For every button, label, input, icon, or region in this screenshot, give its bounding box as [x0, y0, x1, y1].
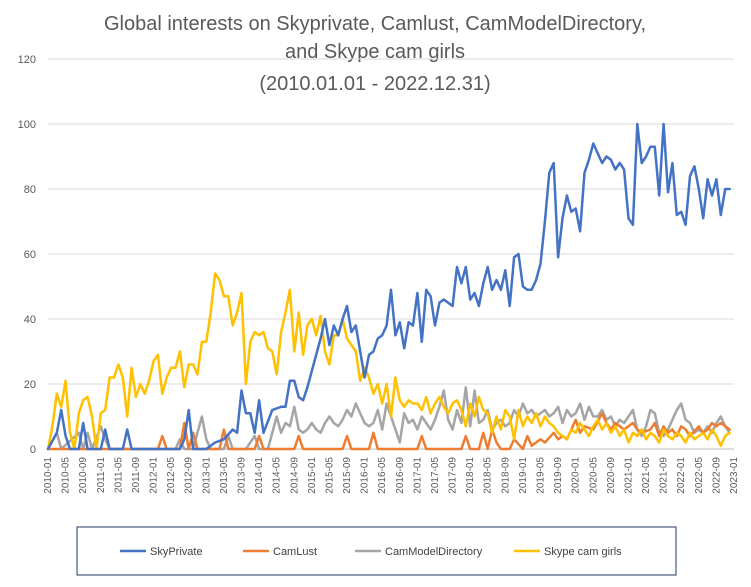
x-tick-label: 2014-05	[272, 457, 283, 494]
x-tick-label: 2022-01	[676, 457, 687, 494]
series-line-camlust	[46, 412, 731, 451]
x-tick-label: 2012-09	[184, 457, 195, 494]
x-tick-label: 2017-05	[430, 457, 441, 494]
legend: SkyPrivate CamLust CamModelDirectory Skype …	[76, 526, 677, 576]
y-tick-label: 100	[18, 119, 36, 131]
y-tick-label: 120	[18, 54, 36, 66]
x-tick-label: 2019-01	[518, 457, 529, 494]
x-tick-label: 2013-05	[219, 457, 230, 494]
x-tick-label: 2015-09	[342, 457, 353, 494]
x-tick-label: 2018-09	[500, 457, 511, 494]
x-tick-label: 2016-09	[395, 457, 406, 494]
x-tick-label: 2010-01	[43, 457, 54, 494]
x-axis: 2010-01 2010-05 2010-09 2011-01 2011-05 2011-…	[43, 448, 740, 494]
y-tick-label: 60	[24, 249, 36, 261]
x-tick-label: 2011-05	[113, 457, 124, 493]
x-tick-label: 2013-09	[236, 457, 247, 494]
chart-title-line-2: and Skype cam girls	[285, 41, 465, 63]
y-tick-label: 80	[24, 184, 36, 196]
x-tick-label: 2010-05	[61, 457, 72, 494]
x-tick-label: 2023-01	[729, 457, 740, 494]
chart-title-line-1: Global interests on Skyprivate, Camlust,…	[104, 13, 646, 35]
legend-label: CamLust	[273, 546, 317, 558]
x-tick-label: 2018-05	[483, 457, 494, 494]
series-line-skype-cam-girls	[46, 272, 731, 451]
x-tick-label: 2012-05	[166, 457, 177, 494]
x-tick-label: 2014-01	[254, 457, 265, 494]
x-tick-label: 2022-09	[711, 457, 722, 494]
x-tick-label: 2021-09	[659, 457, 670, 494]
series-line-skyprivate	[46, 122, 731, 451]
x-tick-label: 2019-09	[553, 457, 564, 494]
x-tick-label: 2019-05	[536, 457, 547, 494]
x-tick-label: 2017-09	[448, 457, 459, 494]
series-line-cammodeldirectory	[46, 386, 731, 451]
x-tick-label: 2015-05	[324, 457, 335, 494]
x-tick-label: 2016-01	[360, 457, 371, 494]
x-tick-label: 2015-01	[307, 457, 318, 494]
chart-title: Global interests on Skyprivate, Camlust,…	[104, 13, 646, 95]
x-tick-label: 2010-09	[78, 457, 89, 494]
x-tick-label: 2011-09	[131, 457, 142, 493]
x-tick-label: 2014-09	[289, 457, 300, 494]
x-tick-label: 2018-01	[465, 457, 476, 494]
x-tick-label: 2020-05	[588, 457, 599, 494]
legend-label: CamModelDirectory	[385, 546, 483, 558]
gridlines	[48, 58, 734, 385]
legend-label: Skype cam girls	[544, 546, 622, 558]
x-tick-label: 2011-01	[96, 457, 107, 493]
x-tick-label: 2021-01	[623, 457, 634, 494]
x-tick-label: 2016-05	[377, 457, 388, 494]
y-tick-label: 40	[24, 314, 36, 326]
x-tick-label: 2013-01	[201, 457, 212, 494]
x-tick-label: 2022-05	[694, 457, 705, 494]
legend-label: SkyPrivate	[150, 546, 203, 558]
x-tick-label: 2012-01	[149, 457, 160, 494]
x-tick-label: 2021-05	[641, 457, 652, 494]
y-axis: 0 20 40 60 80 100 120	[18, 54, 36, 456]
series-lines	[46, 122, 731, 451]
y-tick-label: 0	[30, 444, 36, 456]
chart-title-line-3: (2010.01.01 - 2022.12.31)	[259, 73, 490, 95]
y-tick-label: 20	[24, 379, 36, 391]
x-tick-label: 2020-09	[606, 457, 617, 494]
x-tick-label: 2017-01	[412, 457, 423, 494]
x-tick-label: 2020-01	[571, 457, 582, 494]
